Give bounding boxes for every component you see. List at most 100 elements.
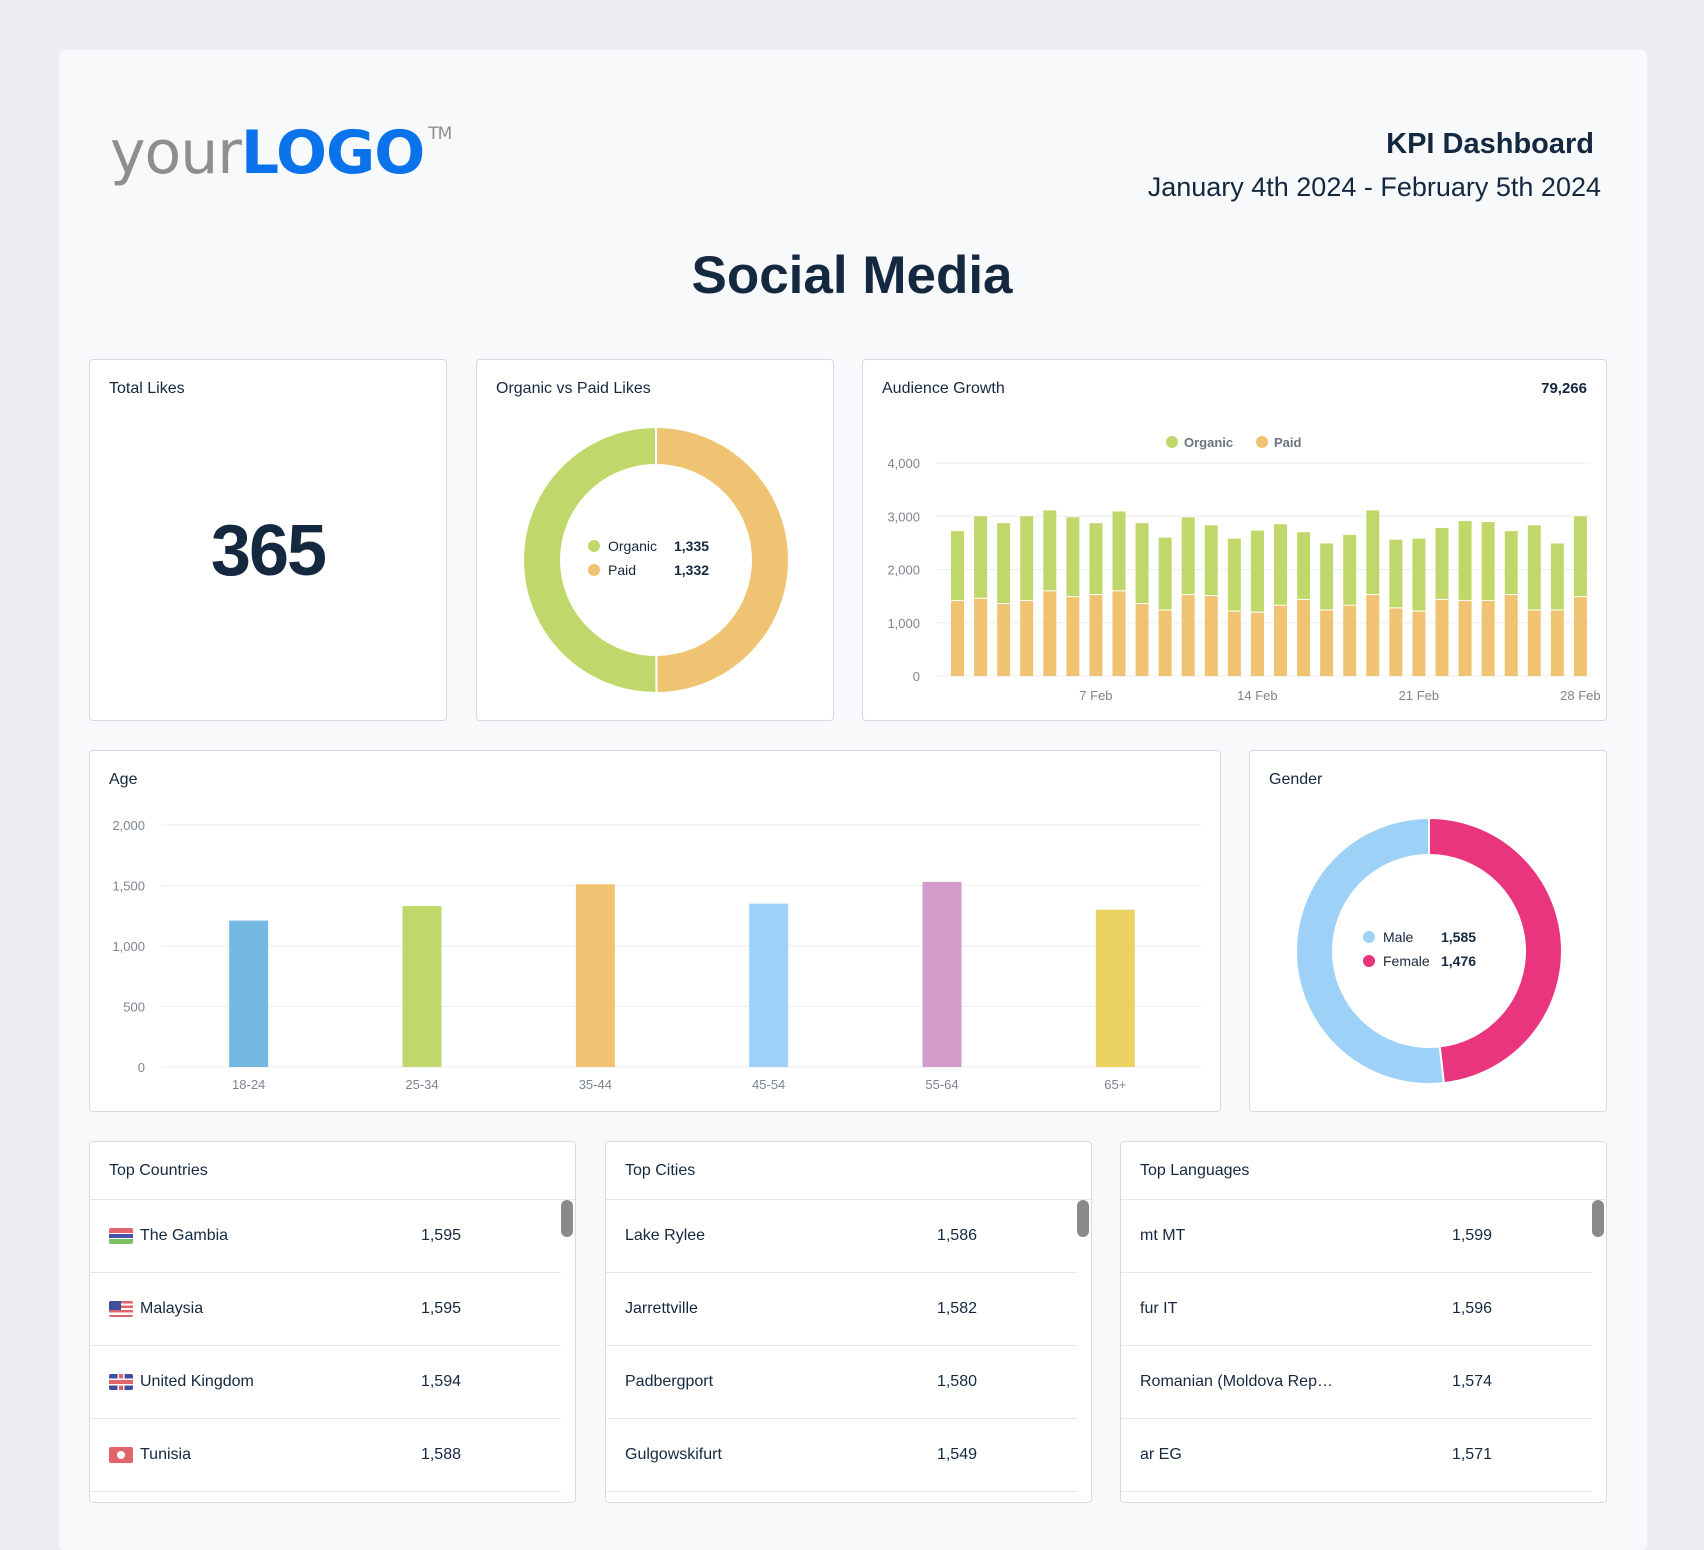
country-value: 1,595 <box>420 1227 461 1244</box>
city-value: 1,582 <box>936 1300 977 1317</box>
language-name: Romanian (Moldova Rep… <box>1140 1373 1333 1390</box>
tunisia-flag-icon <box>109 1447 133 1463</box>
bar-paid <box>1158 610 1172 676</box>
table-row[interactable]: Romanian (Moldova Rep… 1,574 <box>1121 1346 1592 1419</box>
bar-organic <box>1504 531 1518 595</box>
city-name: Padbergport <box>625 1373 714 1390</box>
x-tick-label: 45-54 <box>752 1077 785 1092</box>
table-row[interactable]: Lake Rylee 1,586 <box>606 1200 1077 1273</box>
gambia-flag-icon <box>109 1228 133 1244</box>
table-row[interactable]: Jarrettville 1,582 <box>606 1273 1077 1346</box>
x-tick-label: 18-24 <box>232 1077 265 1092</box>
donut-slice-male <box>1295 816 1445 1085</box>
legend-label-paid: Paid <box>1274 435 1302 450</box>
gender-donut <box>1295 816 1563 1085</box>
card-title: Gender <box>1269 771 1323 788</box>
age-bar <box>402 906 442 1067</box>
legend-paid: Paid 1,332 <box>588 562 709 578</box>
legend-label: Female <box>1383 953 1430 969</box>
city-value: 1,580 <box>936 1373 977 1390</box>
legend-label: Male <box>1383 929 1414 945</box>
scrollbar-thumb[interactable] <box>1592 1200 1604 1237</box>
bar-paid <box>1573 597 1587 676</box>
bar-organic <box>1343 534 1357 605</box>
table-row[interactable]: United Kingdom 1,594 <box>90 1346 561 1419</box>
legend-label: Organic <box>608 538 658 554</box>
legend-female: Female 1,476 <box>1363 953 1476 969</box>
country-name: The Gambia <box>140 1227 229 1244</box>
y-tick-label: 2,000 <box>112 818 145 833</box>
country-name: United Kingdom <box>140 1373 254 1390</box>
bar-organic <box>1204 525 1218 596</box>
top-cities-card: Top Cities Lake Rylee 1,586 Jarrettville 1… <box>605 1141 1092 1503</box>
bar-organic <box>1458 521 1472 600</box>
age-bar <box>575 884 615 1067</box>
scrollbar-thumb[interactable] <box>561 1200 573 1237</box>
card-title: Total Likes <box>109 380 185 397</box>
card-title: Age <box>109 771 138 788</box>
legend-dot <box>588 540 600 552</box>
bar-paid <box>1066 597 1080 676</box>
country-name: Tunisia <box>140 1446 191 1463</box>
bar-paid <box>1181 595 1195 676</box>
top-countries-card: Top Countries The Gambia 1,595 Malaysia 1,… <box>89 1141 576 1503</box>
legend-dot <box>588 564 600 576</box>
y-tick-label: 1,500 <box>112 879 145 894</box>
bar-paid <box>1204 596 1218 676</box>
age-bar <box>229 920 269 1067</box>
language-value: 1,574 <box>1451 1373 1492 1390</box>
table-row[interactable]: The Gambia 1,595 <box>90 1200 561 1273</box>
table-row[interactable]: ar EG 1,571 <box>1121 1419 1592 1492</box>
legend-dot <box>1363 931 1375 943</box>
city-name: Jarrettville <box>625 1300 698 1317</box>
city-value: 1,586 <box>936 1227 977 1244</box>
table-row[interactable]: Gulgowskifurt 1,549 <box>606 1419 1077 1492</box>
table-row[interactable]: Padbergport 1,580 <box>606 1346 1077 1419</box>
bar-paid <box>1043 591 1057 676</box>
gender-card: Gender Male 1,585 Female 1,476 <box>1249 750 1607 1112</box>
bar-paid <box>997 604 1011 676</box>
x-tick-label: 55-64 <box>925 1077 958 1092</box>
age-chart: 0 500 1,000 1,500 2,000 18-24 25-34 35-44 45-54 5… <box>112 818 1202 1092</box>
legend-dot <box>1256 436 1268 448</box>
age-bar <box>1095 909 1135 1067</box>
bar-paid <box>1481 600 1495 676</box>
bar-paid <box>1320 610 1334 676</box>
table-row[interactable]: Tunisia 1,588 <box>90 1419 561 1492</box>
report-title: KPI Dashboard <box>1386 128 1594 160</box>
table-row[interactable]: Malaysia 1,595 <box>90 1273 561 1346</box>
y-tick-label: 0 <box>138 1060 145 1075</box>
divider <box>1121 1199 1606 1200</box>
card-title: Organic vs Paid Likes <box>496 380 651 397</box>
y-tick-label: 4,000 <box>887 456 920 471</box>
bar-paid <box>1527 610 1541 676</box>
card-title: Audience Growth <box>882 380 1005 397</box>
legend-value: 1,332 <box>674 562 710 578</box>
bar-paid <box>1343 605 1357 676</box>
malaysia-flag-icon <box>109 1301 133 1317</box>
logo-brand: LOGO <box>240 118 425 188</box>
legend-dot <box>1363 955 1375 967</box>
bar-organic <box>1274 524 1287 605</box>
bar-paid <box>1435 599 1449 676</box>
bar-paid <box>1227 611 1241 676</box>
table-row[interactable]: fur IT 1,596 <box>1121 1273 1592 1346</box>
table-row[interactable]: mt MT 1,599 <box>1121 1200 1592 1273</box>
bar-organic <box>1297 532 1311 599</box>
scrollbar-thumb[interactable] <box>1077 1200 1089 1237</box>
bar-paid <box>1458 600 1472 676</box>
audience-total: 79,266 <box>1541 380 1587 397</box>
legend-label: Paid <box>608 562 637 578</box>
date-range: January 4th 2024 - February 5th 2024 <box>1147 172 1601 202</box>
language-value: 1,599 <box>1451 1227 1492 1244</box>
bar-organic <box>1043 510 1057 591</box>
bar-organic <box>1066 517 1080 597</box>
bar-organic <box>1320 543 1334 610</box>
country-value: 1,595 <box>420 1300 461 1317</box>
city-name: Gulgowskifurt <box>625 1446 722 1463</box>
language-name: fur IT <box>1140 1300 1178 1317</box>
page-title: Social Media <box>691 246 1013 305</box>
legend-value: 1,335 <box>674 538 710 554</box>
bar-organic <box>1250 530 1264 612</box>
bar-organic <box>951 531 964 600</box>
